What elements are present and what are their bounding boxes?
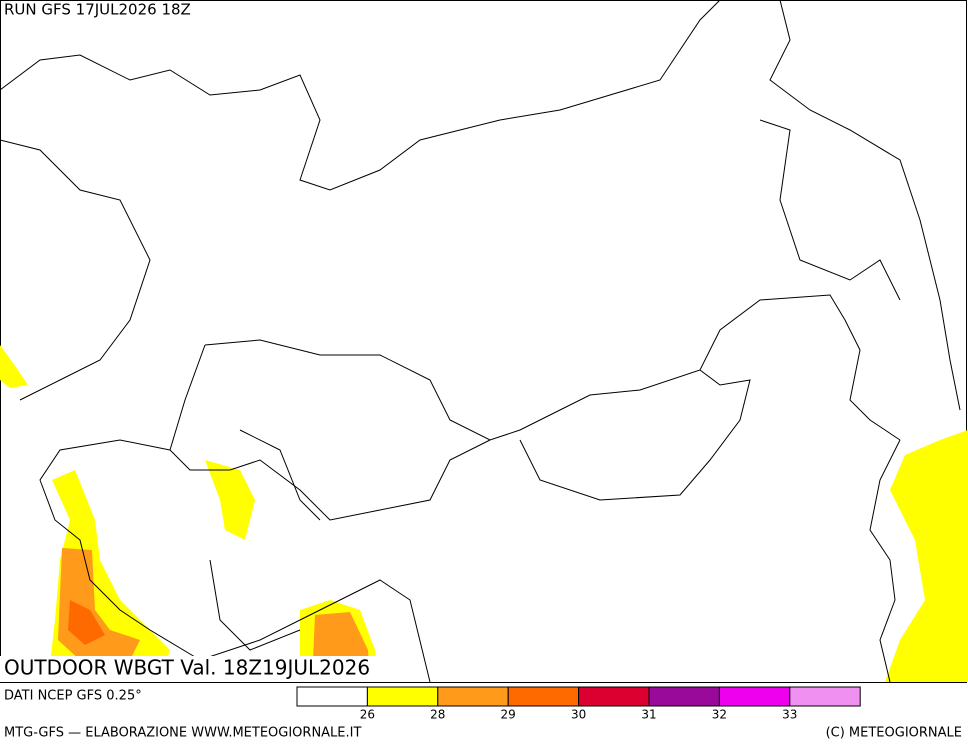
legend-swatch	[578, 686, 650, 707]
heat-area	[885, 430, 968, 682]
legend-tick-label: 30	[571, 708, 586, 722]
heat-area	[68, 600, 105, 645]
legend-tick-label: 31	[641, 708, 656, 722]
heat-area	[205, 460, 255, 540]
legend-tick-label: 32	[712, 708, 727, 722]
legend-swatch	[648, 686, 720, 707]
legend-tick-label: 26	[360, 708, 375, 722]
coastline	[769, 0, 961, 411]
map-frame	[0, 0, 967, 683]
border	[169, 344, 491, 521]
coastline	[869, 439, 901, 683]
border	[519, 369, 751, 501]
legend-swatch	[718, 686, 791, 707]
legend: DATI NCEP GFS 0.25° 26 28 29 30 31 32 33	[4, 686, 861, 722]
run-label: RUN GFS 17JUL2026 18Z	[4, 1, 191, 19]
legend-swatch	[789, 686, 861, 707]
title-box	[0, 656, 385, 682]
heat-area	[0, 345, 28, 388]
map: RUN GFS 17JUL2026 18Z OUTDOOR WBGT Val. …	[0, 0, 968, 683]
border	[0, 139, 321, 651]
legend-swatch	[507, 686, 580, 707]
legend-tick-label: 33	[782, 708, 797, 722]
footer-right: (C) METEOGIORNALE	[826, 726, 962, 741]
map-title: OUTDOOR WBGT Val. 18Z19JUL2026	[4, 656, 370, 680]
coastline	[0, 0, 721, 191]
legend-swatch	[296, 686, 368, 707]
source-label: DATI NCEP GFS 0.25°	[4, 689, 142, 704]
legend-swatch	[437, 686, 509, 707]
coastline	[759, 119, 901, 301]
border	[39, 439, 431, 683]
legend-swatch	[366, 686, 439, 707]
legend-tick-label: 28	[430, 708, 445, 722]
legend-tick-label: 29	[501, 708, 516, 722]
border	[204, 294, 901, 441]
footer-left: MTG-GFS — ELABORAZIONE WWW.METEOGIORNALE…	[4, 726, 361, 741]
